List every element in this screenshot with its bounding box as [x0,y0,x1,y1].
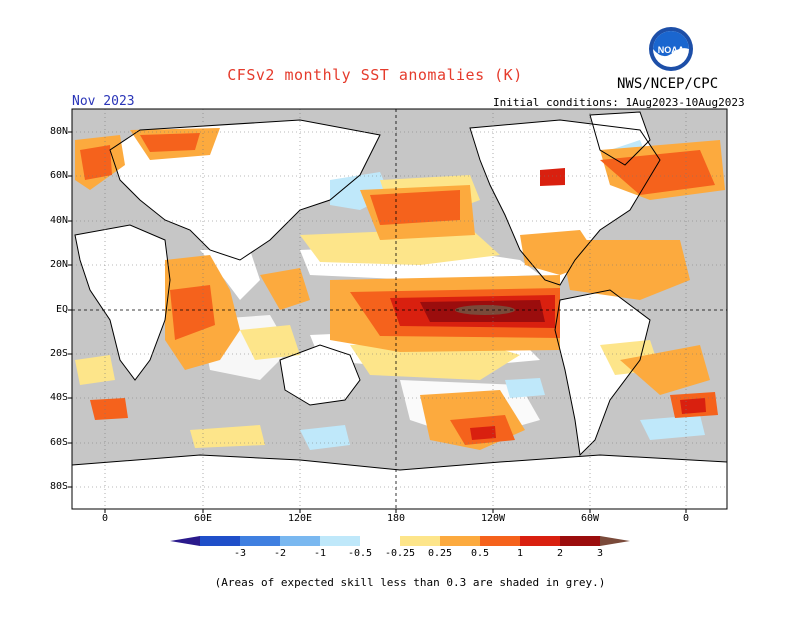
peak-anomaly [455,305,515,315]
colorbar-tick-label: 0.25 [427,548,453,559]
coastlines [72,111,727,471]
lat-label: 40N [49,215,68,226]
colorbar-segment [280,536,320,546]
lon-label: 60E [193,513,213,524]
colorbar-tick-label: -1 [313,548,327,559]
colorbar-tick-label: 2 [556,548,564,559]
colorbar-segment [440,536,480,546]
lon-label: 120W [480,513,506,524]
lat-label: 60S [49,437,68,448]
colorbar-tick-label: -3 [233,548,247,559]
colorbar-segment [200,536,240,546]
colorbar-tick-label: 1 [516,548,524,559]
lat-label: 20S [49,348,68,359]
colorbar-tick-label: -0.5 [347,548,373,559]
colorbar-tick-label: 3 [596,548,604,559]
lat-label: EQ [55,304,68,315]
logo-text: NOAA [658,45,685,55]
agency-label: NWS/NCEP/CPC [617,76,719,92]
equator-dateline [72,109,727,509]
lon-label: 120E [287,513,313,524]
colorbar-segment [400,536,440,546]
map-frame [71,108,728,510]
graticule [72,109,727,509]
colorbar-segment [480,536,520,546]
colorbar-tick-label: 0.5 [470,548,490,559]
lat-label: 80S [49,481,68,492]
colorbar-segment [520,536,560,546]
colorbar-segment [360,536,400,546]
skill-footnote: (Areas of expected skill less than 0.3 a… [214,576,606,589]
noaa-logo-icon: NOAA [649,27,693,71]
lat-label: 40S [49,392,68,403]
lon-label: 60W [580,513,600,524]
lat-label: 20N [49,259,68,270]
lat-label: 80N [49,126,68,137]
colorbar-tick-label: -0.25 [384,548,416,559]
lon-label: 0 [101,513,109,524]
colorbar-segment [600,536,630,546]
initial-conditions: Initial conditions: 1Aug2023-10Aug2023 [493,96,745,109]
colorbar-segment [560,536,600,546]
lon-label: 0 [682,513,690,524]
colorbar [170,536,630,546]
colorbar-segment [320,536,360,546]
lat-label: 60N [49,170,68,181]
chart-title: CFSv2 monthly SST anomalies (K) [227,66,523,84]
colorbar-tick-label: -2 [273,548,287,559]
lon-label: 180 [386,513,406,524]
colorbar-segment [170,536,200,546]
colorbar-segment [240,536,280,546]
forecast-month: Nov 2023 [72,94,135,109]
